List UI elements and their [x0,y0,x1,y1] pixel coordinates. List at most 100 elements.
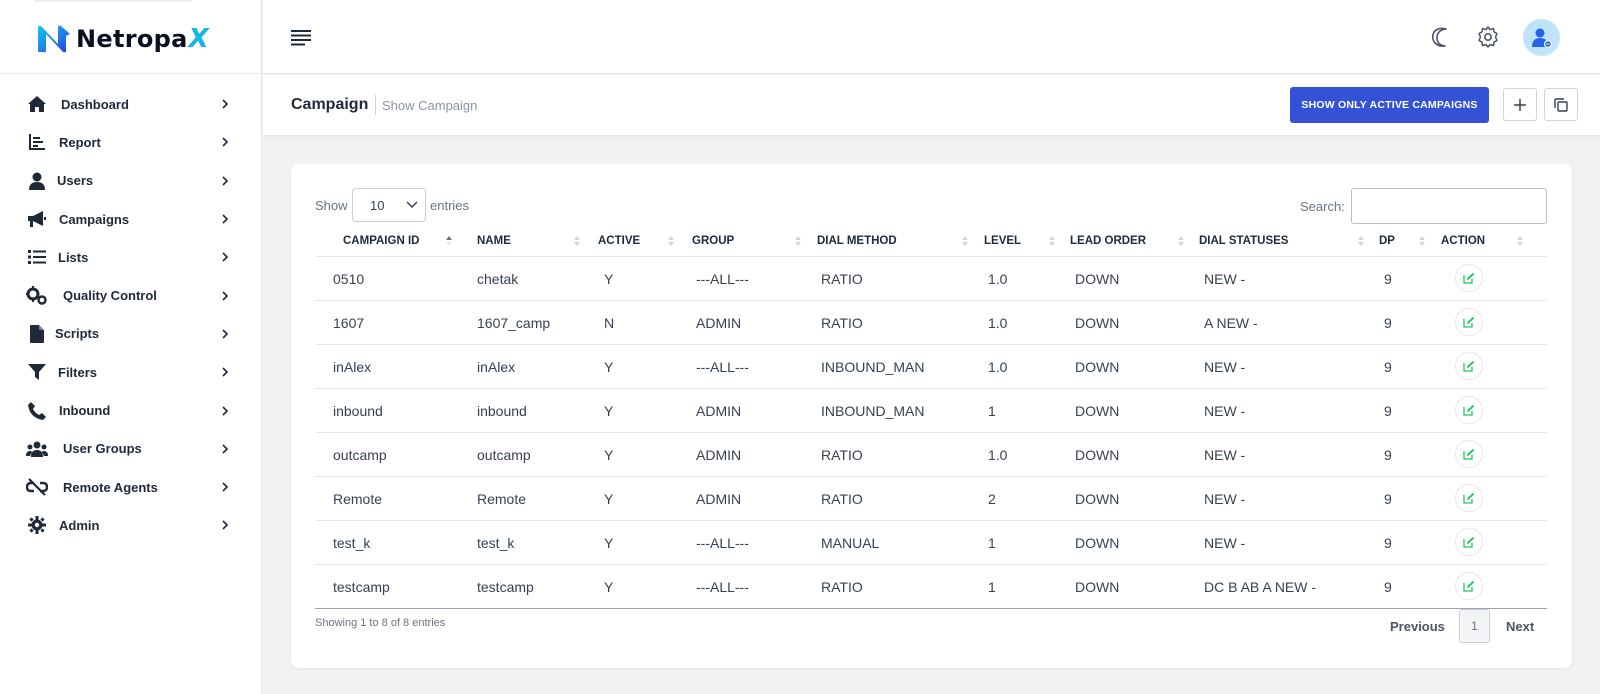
edit-campaign-button[interactable] [1455,439,1483,468]
campaign-id-cell: 1607 [315,300,463,345]
sidebar-item-campaigns[interactable]: Campaigns [0,200,262,238]
column-header-dial-method[interactable]: DIAL METHOD [811,226,978,257]
column-header-level[interactable]: LEVEL [978,226,1065,257]
dp-cell-text: 9 [1384,490,1392,507]
edit-icon [1463,316,1475,328]
sidebar-item-users[interactable]: Users [0,162,262,200]
dial-method-cell: INBOUND_MAN [811,344,978,389]
sidebar-item-remote-agents[interactable]: Remote Agents [0,468,262,506]
chevron-right-icon [222,444,229,454]
pagination-page-1[interactable]: 1 [1459,609,1490,643]
sidebar: Netropa X Dashboard Report Users [0,0,262,694]
column-header-active[interactable]: ACTIVE [590,226,684,257]
sidebar-item-admin[interactable]: Admin [0,506,262,544]
logo-divider [34,0,192,2]
dial-statuses-cell-text: A NEW - [1204,314,1258,331]
column-header-dp[interactable]: DP [1374,226,1436,257]
lead-order-cell: DOWN [1065,476,1194,521]
entries-per-page-select[interactable]: 10 [352,188,426,222]
pagination-previous[interactable]: Previous [1390,619,1445,634]
edit-icon [1463,272,1475,284]
sidebar-item-lists[interactable]: Lists [0,238,262,276]
sidebar-item-label: Campaigns [59,211,130,227]
add-campaign-button[interactable] [1503,88,1537,121]
brand-logo[interactable]: Netropa X [36,24,209,54]
sidebar-item-inbound[interactable]: Inbound [0,391,262,429]
dark-mode-moon-icon[interactable] [1431,26,1453,48]
name-cell-text: inbound [477,402,527,419]
edit-campaign-button[interactable] [1455,307,1483,336]
name-cell: inAlex [463,344,590,389]
chart-icon [26,132,48,152]
menu-toggle-icon[interactable] [291,28,313,46]
action-cell [1436,476,1547,521]
table-row: Remote Remote Y ADMIN RATIO 2 DOWN NEW - 9 [315,476,1547,521]
campaign-id-cell-text: testcamp [333,578,390,595]
group-cell-text: ---ALL--- [696,270,749,287]
name-cell-text: test_k [477,534,515,551]
sidebar-item-dashboard[interactable]: Dashboard [0,85,262,123]
active-cell: Y [590,476,684,521]
campaign-id-cell-text: Remote [333,490,383,507]
column-header-name[interactable]: NAME [463,226,590,257]
lead-order-cell-text: DOWN [1075,270,1120,287]
group-cell-text: ---ALL--- [696,534,749,551]
sidebar-item-report[interactable]: Report [0,123,262,161]
sidebar-item-quality-control[interactable]: Quality Control [0,276,262,314]
sidebar-item-label: Inbound [59,403,111,419]
campaign-id-cell: testcamp [315,564,463,609]
column-header-group[interactable]: GROUP [684,226,811,257]
column-header-lead-order[interactable]: LEAD ORDER [1065,226,1194,257]
sidebar-item-user-groups[interactable]: User Groups [0,430,262,468]
chevron-right-icon [222,329,229,339]
copy-campaign-button[interactable] [1544,88,1578,121]
action-cell [1436,432,1547,477]
action-cell [1436,388,1547,433]
action-cell [1436,300,1547,345]
search-input[interactable] [1351,188,1547,224]
edit-campaign-button[interactable] [1455,395,1483,424]
column-header-dial-statuses[interactable]: DIAL STATUSES [1194,226,1374,257]
level-cell: 1 [978,564,1065,609]
name-cell-text: testcamp [477,578,534,595]
lead-order-cell: DOWN [1065,300,1194,345]
edit-icon [1463,580,1475,592]
sidebar-item-scripts[interactable]: Scripts [0,315,262,353]
lead-order-cell-text: DOWN [1075,402,1120,419]
lead-order-cell: DOWN [1065,344,1194,389]
pagination-next[interactable]: Next [1506,619,1535,634]
table-row: test_k test_k Y ---ALL--- MANUAL 1 DOWN NEW - 9 [315,520,1547,565]
dial-method-cell: MANUAL [811,520,978,565]
edit-campaign-button[interactable] [1455,351,1483,380]
user-avatar[interactable] [1523,19,1560,56]
show-active-campaigns-button[interactable]: SHOW ONLY ACTIVE CAMPAIGNS [1290,87,1489,123]
table-row: outcamp outcamp Y ADMIN RATIO 1.0 DOWN NEW - 9 [315,432,1547,477]
active-cell: Y [590,256,684,301]
page-header: Campaign Show Campaign SHOW ONLY ACTIVE … [263,75,1600,136]
settings-gear-icon[interactable] [1476,25,1500,49]
edit-campaign-button[interactable] [1455,571,1483,600]
name-cell: 1607_camp [463,300,590,345]
edit-campaign-button[interactable] [1455,527,1483,556]
level-cell: 1.0 [978,344,1065,389]
campaign-id-cell: inAlex [315,344,463,389]
table-header-row: CAMPAIGN ID NAME ACTIVE GROUP DIAL METHO… [315,226,1547,257]
phone-icon [26,401,48,421]
user-icon [26,171,48,191]
name-cell-text: 1607_camp [477,314,551,331]
level-cell: 2 [978,476,1065,521]
level-cell-text: 1.0 [988,358,1008,375]
edit-campaign-button[interactable] [1455,483,1483,512]
group-cell: ---ALL--- [684,256,811,301]
column-header-campaign-id[interactable]: CAMPAIGN ID [315,226,463,257]
chevron-right-icon [222,291,229,301]
dial-statuses-cell-text: NEW - [1204,490,1246,507]
group-cell: ---ALL--- [684,344,811,389]
chevron-right-icon [222,214,229,224]
column-header-action[interactable]: ACTION [1436,226,1547,257]
sidebar-item-filters[interactable]: Filters [0,353,262,391]
sort-icon [795,236,801,246]
sort-asc-icon [446,236,452,246]
dial-statuses-cell: NEW - [1194,476,1374,521]
edit-campaign-button[interactable] [1455,263,1483,292]
